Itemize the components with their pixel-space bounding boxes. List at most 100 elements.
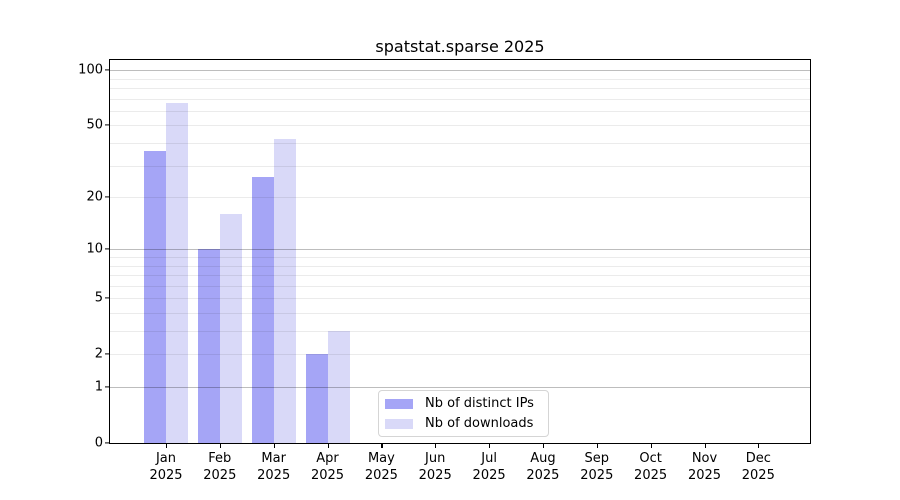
x-tick-mark-feb	[219, 443, 221, 448]
y-tick-label-0: 0	[94, 435, 103, 451]
gridline-60	[110, 110, 810, 112]
x-tick-mark-oct	[650, 443, 652, 448]
bar-nb-of-downloads-apr	[327, 331, 350, 443]
y-tick-label-20: 20	[86, 189, 103, 205]
gridline-9	[110, 256, 810, 258]
x-tick-label-may: May 2025	[341, 451, 421, 484]
legend-item-nb-of-distinct-ips: Nb of distinct IPs	[385, 397, 548, 410]
chart-title: spatstat.sparse 2025	[375, 37, 545, 56]
gridline-50	[110, 125, 810, 127]
x-tick-mark-jun	[435, 443, 437, 448]
gridline-100	[110, 70, 810, 72]
gridline-10	[110, 249, 810, 251]
x-tick-mark-may	[381, 443, 383, 448]
legend-swatch-nb-of-distinct-ips	[385, 398, 413, 409]
y-tick-mark-50	[105, 124, 110, 126]
x-tick-label-mar: Mar 2025	[234, 451, 314, 484]
x-tick-year: 2025	[526, 467, 560, 483]
gridline-70	[110, 98, 810, 100]
x-tick-month: Sep	[584, 451, 610, 466]
x-tick-year: 2025	[364, 467, 398, 483]
x-tick-mark-nov	[704, 443, 706, 448]
x-tick-year: 2025	[580, 467, 614, 483]
y-tick-mark-1	[105, 386, 110, 388]
x-tick-mark-apr	[327, 443, 329, 448]
x-tick-label-nov: Nov 2025	[665, 451, 745, 484]
y-tick-label-50: 50	[86, 117, 103, 133]
gridline-7	[110, 275, 810, 276]
x-tick-month: Feb	[208, 451, 232, 466]
y-tick-label-10: 10	[86, 241, 103, 257]
x-tick-mark-sep	[596, 443, 598, 448]
x-tick-month: Jun	[425, 451, 446, 466]
x-tick-mark-mar	[273, 443, 275, 448]
legend-label: Nb of distinct IPs	[425, 396, 534, 411]
x-tick-label-feb: Feb 2025	[180, 451, 260, 484]
x-tick-year: 2025	[257, 467, 291, 483]
x-tick-label-sep: Sep 2025	[557, 451, 637, 484]
x-tick-label-jan: Jan 2025	[126, 451, 206, 484]
y-tick-mark-5	[105, 297, 110, 299]
x-tick-month: Jul	[481, 451, 497, 466]
x-tick-mark-dec	[758, 443, 760, 448]
x-tick-year: 2025	[741, 467, 775, 483]
y-tick-label-100: 100	[78, 62, 103, 78]
bar-nb-of-distinct-ips-feb	[197, 249, 220, 443]
x-tick-month: Mar	[261, 451, 286, 466]
y-tick-mark-10	[105, 248, 110, 250]
gridline-40	[110, 142, 810, 144]
legend: Nb of distinct IPs Nb of downloads	[378, 390, 549, 437]
legend-item-nb-of-downloads: Nb of downloads	[385, 417, 548, 430]
x-tick-month: May	[367, 451, 395, 466]
x-tick-mark-aug	[542, 443, 545, 448]
gridline-4	[110, 312, 810, 314]
bar-nb-of-downloads-mar	[273, 139, 296, 443]
y-tick-mark-100	[105, 69, 110, 71]
legend-label: Nb of downloads	[425, 416, 534, 431]
gridline-2	[110, 354, 810, 356]
gridline-6	[110, 285, 810, 287]
gridline-5	[110, 298, 810, 300]
gridline-90	[110, 78, 810, 80]
gridline-20	[110, 197, 810, 198]
bar-nb-of-downloads-feb	[219, 214, 242, 443]
x-tick-label-oct: Oct 2025	[611, 451, 691, 484]
y-tick-mark-20	[105, 196, 110, 198]
x-tick-month: Jan	[155, 451, 177, 466]
gridline-8	[110, 265, 810, 267]
gridline-1	[110, 387, 810, 388]
plot-area	[110, 60, 810, 443]
x-tick-month: Oct	[639, 451, 662, 466]
x-tick-year: 2025	[149, 467, 183, 483]
gridline-30	[110, 165, 810, 167]
bar-nb-of-downloads-jan	[166, 103, 188, 443]
bar-nb-of-distinct-ips-jan	[144, 151, 166, 443]
x-tick-year: 2025	[634, 467, 668, 483]
x-tick-mark-jan	[166, 443, 168, 448]
x-tick-label-jun: Jun 2025	[395, 451, 475, 484]
y-tick-label-1: 1	[94, 379, 103, 395]
bar-nb-of-distinct-ips-mar	[251, 176, 274, 443]
gridline-80	[110, 87, 810, 89]
x-tick-mark-jul	[489, 443, 491, 448]
bar-nb-of-distinct-ips-apr	[305, 354, 328, 443]
x-tick-month: Dec	[745, 451, 771, 466]
x-tick-year: 2025	[418, 467, 452, 483]
x-tick-year: 2025	[472, 467, 506, 483]
x-tick-label-apr: Apr 2025	[288, 451, 368, 484]
y-tick-label-2: 2	[94, 346, 103, 362]
x-tick-year: 2025	[203, 467, 237, 483]
y-tick-mark-2	[105, 353, 110, 355]
gridline-3	[110, 331, 810, 332]
legend-swatch-nb-of-downloads	[385, 418, 413, 429]
x-tick-month: Apr	[316, 451, 339, 466]
x-tick-month: Aug	[530, 451, 556, 466]
y-tick-label-5: 5	[94, 290, 103, 306]
y-tick-mark-0	[105, 442, 110, 444]
x-tick-year: 2025	[310, 467, 345, 483]
x-tick-label-aug: Aug 2025	[503, 451, 583, 484]
x-tick-year: 2025	[687, 467, 722, 483]
x-tick-label-dec: Dec 2025	[718, 451, 798, 484]
x-tick-month: Nov	[691, 451, 718, 466]
